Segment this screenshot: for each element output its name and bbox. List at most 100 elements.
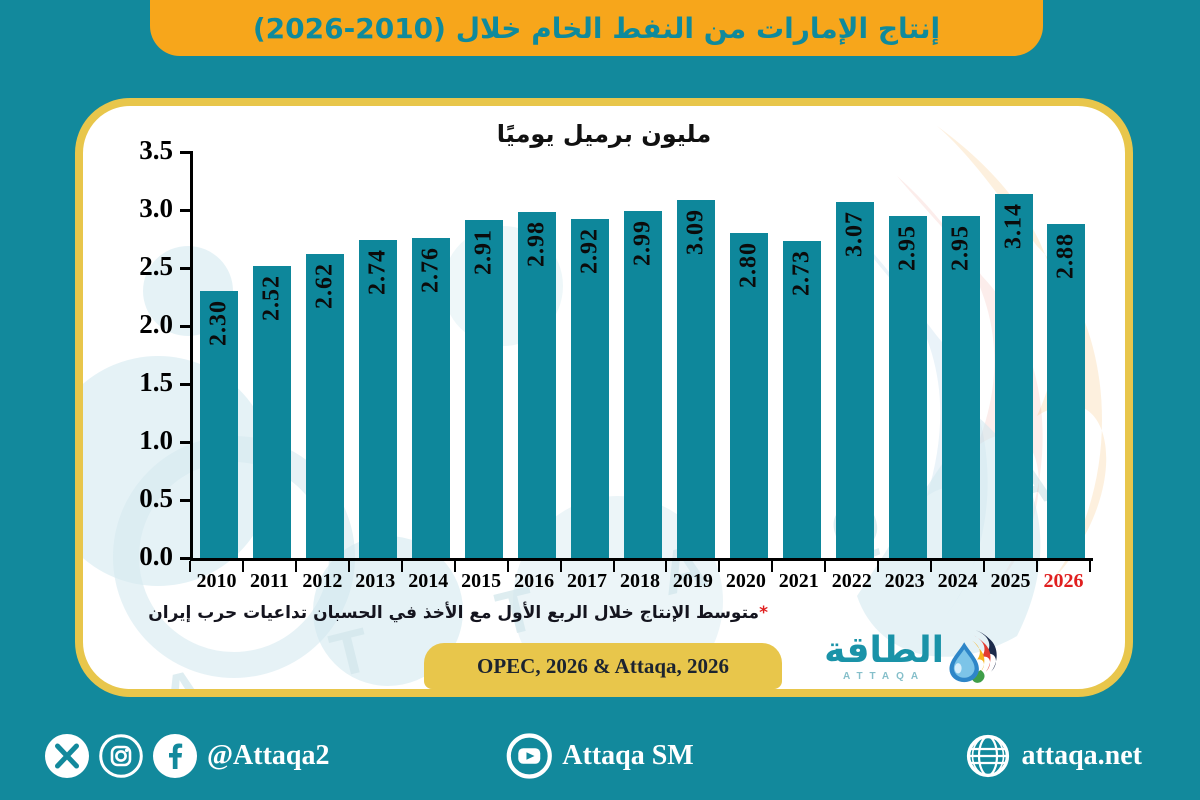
x-axis-tick	[877, 561, 880, 572]
x-axis-tick	[771, 561, 774, 572]
x-axis-label-2015: 2015	[461, 570, 502, 592]
bar-slot: 3.14	[987, 152, 1040, 558]
social-handle[interactable]: @Attaqa2	[207, 740, 330, 771]
x-axis-labels: 2010 2011 2012 2013 2014 2015 2016 2017 2018 2019…	[189, 561, 1091, 593]
footer-bar: @Attaqa2 Attaqa SM attaqa.net	[0, 712, 1200, 800]
bar-2018: 2.99	[623, 211, 662, 558]
x-axis-tick	[930, 561, 933, 572]
x-axis-label-2023: 2023	[884, 570, 925, 592]
footer-social-group: @Attaqa2	[45, 712, 330, 800]
bar-2026: 2.88	[1047, 223, 1086, 558]
x-axis-tick	[983, 561, 986, 572]
bar-value-label: 2.98	[523, 221, 550, 268]
x-axis-tick	[612, 561, 615, 572]
title-banner: إنتاج الإمارات من النفط الخام خلال (2010…	[150, 0, 1043, 56]
instagram-icon[interactable]	[99, 734, 143, 778]
youtube-icon[interactable]	[506, 733, 552, 779]
bar-value-label: 2.80	[735, 242, 762, 289]
globe-icon[interactable]	[965, 733, 1011, 779]
bar-value-label: 2.99	[629, 220, 656, 267]
bar-2022: 3.07	[835, 201, 874, 558]
x-axis-tick	[1036, 561, 1039, 572]
attaqa-logo-arabic: الطاقة	[824, 629, 944, 671]
x-axis-tick	[1089, 561, 1091, 572]
bar-slot: 2.73	[775, 152, 828, 558]
bar-2019: 3.09	[676, 199, 715, 558]
bar-value-label: 2.95	[947, 224, 974, 271]
x-axis-tick	[294, 561, 297, 572]
bar-2012: 2.62	[306, 254, 345, 558]
x-axis-tick	[665, 561, 668, 572]
bar-slot: 3.09	[669, 152, 722, 558]
bar-2023: 2.95	[888, 215, 927, 558]
bar-slot: 2.76	[405, 152, 458, 558]
x-axis-tick	[718, 561, 721, 572]
x-axis-label-2022: 2022	[831, 570, 872, 592]
x-axis-label-2017: 2017	[567, 570, 608, 592]
x-axis-tick	[400, 561, 403, 572]
x-axis-label-2014: 2014	[408, 570, 449, 592]
attaqa-droplet-icon	[949, 630, 997, 683]
bar-slot: 2.95	[934, 152, 987, 558]
bar-2025: 3.14	[994, 193, 1033, 558]
x-axis-label-2021: 2021	[778, 570, 819, 592]
bar-value-label: 2.73	[788, 250, 815, 297]
y-axis-tick-label: 3.0	[139, 193, 173, 223]
bar-value-label: 2.74	[364, 249, 391, 296]
x-axis-tick	[241, 561, 244, 572]
x-axis-label-2024: 2024	[937, 570, 978, 592]
footer-youtube-group: Attaqa SM	[506, 712, 694, 800]
footnote-text: متوسط الإنتاج خلال الربع الأول مع الأخذ …	[148, 603, 760, 623]
source-badge-label: OPEC, 2026 & Attaqa, 2026	[477, 653, 729, 678]
bar-2015: 2.91	[465, 220, 504, 558]
bar-value-label: 2.62	[311, 263, 338, 310]
bar-slot: 2.88	[1040, 152, 1093, 558]
x-axis-label-2012: 2012	[302, 570, 343, 592]
x-axis-tick	[453, 561, 456, 572]
bar-slot: 2.62	[299, 152, 352, 558]
facebook-icon[interactable]	[153, 734, 197, 778]
x-twitter-icon[interactable]	[45, 734, 89, 778]
bar-value-label: 2.91	[470, 229, 497, 276]
bar-slot: 2.99	[617, 152, 670, 558]
y-axis-tick	[180, 440, 193, 444]
bar-2013: 2.74	[359, 240, 398, 558]
youtube-label[interactable]: Attaqa SM	[562, 740, 694, 771]
bar-slot: 2.95	[881, 152, 934, 558]
bar-value-label: 2.95	[894, 224, 921, 271]
source-badge: OPEC, 2026 & Attaqa, 2026	[424, 643, 782, 689]
y-axis-tick-label: 1.5	[139, 367, 173, 397]
x-axis-label-2020: 2020	[725, 570, 766, 592]
attaqa-logo-latin: ATTAQA	[842, 670, 926, 682]
bar-value-label: 2.92	[576, 228, 603, 275]
x-axis-tick	[559, 561, 562, 572]
x-axis-label-2016: 2016	[514, 570, 555, 592]
y-axis-tick-label: 1.0	[139, 425, 173, 455]
x-axis-label-2025: 2025	[990, 570, 1031, 592]
x-axis-tick	[189, 561, 191, 572]
y-axis-tick-label: 0.5	[139, 483, 173, 513]
y-axis-tick	[180, 324, 193, 328]
bar-slot: 2.91	[458, 152, 511, 558]
bar-2016: 2.98	[518, 212, 557, 558]
bar-value-label: 2.52	[258, 274, 285, 321]
x-axis-tick	[347, 561, 350, 572]
bar-2017: 2.92	[571, 219, 610, 558]
y-axis-tick-label: 3.5	[139, 135, 173, 165]
x-axis-label-2018: 2018	[619, 570, 660, 592]
bar-2011: 2.52	[253, 265, 292, 558]
x-axis-label-2011: 2011	[249, 570, 289, 592]
bar-value-label: 2.76	[417, 246, 444, 293]
footnote-asterisk: *	[759, 603, 768, 623]
bar-slot: 2.80	[722, 152, 775, 558]
footer-website-group: attaqa.net	[965, 712, 1142, 800]
website-url[interactable]: attaqa.net	[1021, 740, 1142, 771]
bar-2014: 2.76	[412, 237, 451, 558]
y-axis-tick	[180, 382, 193, 386]
x-axis-label-2019: 2019	[672, 570, 713, 592]
y-axis-tick-label: 2.0	[139, 309, 173, 339]
plot-area: 3.5 3.0 2.5 2.0 1.5 1.0 0.5 0.0 2.30 2.52 2.62 2.74…	[139, 137, 1093, 570]
x-axis-label-2010: 2010	[196, 570, 237, 592]
bar-2010: 2.30	[200, 291, 239, 558]
bar-2024: 2.95	[941, 215, 980, 558]
